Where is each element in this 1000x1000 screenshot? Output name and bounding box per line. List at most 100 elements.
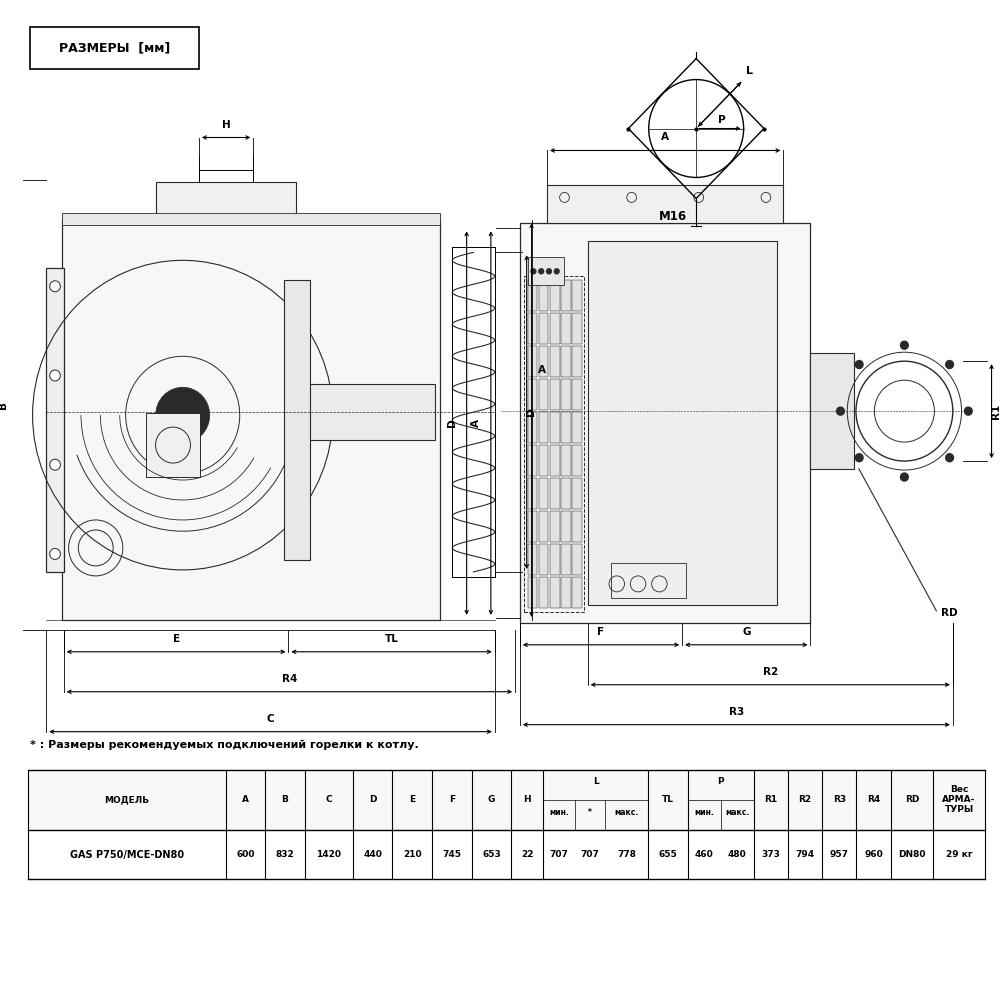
Text: 373: 373 xyxy=(762,850,780,859)
Text: 794: 794 xyxy=(796,850,815,859)
Text: GAS P750/MCE-DN80: GAS P750/MCE-DN80 xyxy=(70,850,184,860)
Text: РАЗМЕРЫ  [мм]: РАЗМЕРЫ [мм] xyxy=(59,41,170,54)
FancyBboxPatch shape xyxy=(539,412,548,443)
Text: A: A xyxy=(538,365,546,375)
Text: 745: 745 xyxy=(442,850,461,859)
FancyBboxPatch shape xyxy=(561,577,571,608)
FancyBboxPatch shape xyxy=(561,379,571,410)
FancyBboxPatch shape xyxy=(572,478,582,509)
Text: B: B xyxy=(282,795,288,804)
FancyBboxPatch shape xyxy=(561,346,571,377)
FancyBboxPatch shape xyxy=(539,511,548,542)
FancyBboxPatch shape xyxy=(572,544,582,575)
FancyBboxPatch shape xyxy=(528,379,537,410)
Text: H: H xyxy=(523,795,531,804)
Circle shape xyxy=(50,548,60,559)
Text: D: D xyxy=(369,795,376,804)
FancyBboxPatch shape xyxy=(528,257,564,285)
FancyBboxPatch shape xyxy=(528,544,537,575)
Text: TL: TL xyxy=(385,634,399,644)
Circle shape xyxy=(531,269,536,274)
FancyBboxPatch shape xyxy=(62,220,440,620)
Text: 832: 832 xyxy=(276,850,294,859)
Text: C: C xyxy=(326,795,332,804)
Text: R1: R1 xyxy=(764,795,778,804)
FancyBboxPatch shape xyxy=(550,346,560,377)
FancyBboxPatch shape xyxy=(62,213,440,225)
Text: RD: RD xyxy=(905,795,919,804)
FancyBboxPatch shape xyxy=(539,544,548,575)
Text: P: P xyxy=(717,777,724,786)
Text: R1: R1 xyxy=(991,403,1000,419)
Text: 778: 778 xyxy=(617,850,636,859)
Circle shape xyxy=(547,269,551,274)
FancyBboxPatch shape xyxy=(572,379,582,410)
Text: R3: R3 xyxy=(729,707,744,717)
Text: A: A xyxy=(242,795,249,804)
Text: R4: R4 xyxy=(867,795,880,804)
FancyBboxPatch shape xyxy=(550,478,560,509)
Text: 655: 655 xyxy=(658,850,677,859)
FancyBboxPatch shape xyxy=(561,445,571,476)
Text: R2: R2 xyxy=(799,795,812,804)
FancyBboxPatch shape xyxy=(539,379,548,410)
FancyBboxPatch shape xyxy=(528,511,537,542)
Text: 707: 707 xyxy=(581,850,600,859)
FancyBboxPatch shape xyxy=(539,577,548,608)
Text: G: G xyxy=(488,795,495,804)
Text: макс.: макс. xyxy=(725,808,749,817)
FancyBboxPatch shape xyxy=(30,27,199,69)
FancyBboxPatch shape xyxy=(28,770,985,830)
FancyBboxPatch shape xyxy=(528,313,537,344)
Text: M16: M16 xyxy=(659,210,687,223)
Circle shape xyxy=(50,370,60,381)
Circle shape xyxy=(901,473,908,481)
FancyBboxPatch shape xyxy=(528,577,537,608)
Circle shape xyxy=(156,387,210,443)
FancyBboxPatch shape xyxy=(46,268,64,572)
Text: R3: R3 xyxy=(833,795,846,804)
Text: *: * xyxy=(588,808,592,817)
FancyBboxPatch shape xyxy=(561,412,571,443)
FancyBboxPatch shape xyxy=(539,478,548,509)
Text: 957: 957 xyxy=(830,850,849,859)
Text: 1420: 1420 xyxy=(316,850,341,859)
Text: 707: 707 xyxy=(550,850,569,859)
FancyBboxPatch shape xyxy=(561,478,571,509)
Text: 460: 460 xyxy=(695,850,714,859)
FancyBboxPatch shape xyxy=(528,412,537,443)
Text: 29 кг: 29 кг xyxy=(946,850,972,859)
FancyBboxPatch shape xyxy=(550,577,560,608)
Text: RD: RD xyxy=(941,608,958,618)
Text: 440: 440 xyxy=(363,850,382,859)
FancyBboxPatch shape xyxy=(547,185,783,223)
FancyBboxPatch shape xyxy=(550,445,560,476)
FancyBboxPatch shape xyxy=(528,445,537,476)
FancyBboxPatch shape xyxy=(572,313,582,344)
FancyBboxPatch shape xyxy=(550,412,560,443)
Text: мин.: мин. xyxy=(694,808,714,817)
Text: 22: 22 xyxy=(521,850,533,859)
FancyBboxPatch shape xyxy=(561,511,571,542)
Text: L: L xyxy=(593,777,599,786)
Text: E: E xyxy=(409,795,415,804)
FancyBboxPatch shape xyxy=(550,280,560,311)
Text: B: B xyxy=(0,401,8,409)
FancyBboxPatch shape xyxy=(588,241,777,605)
Text: макс.: макс. xyxy=(615,808,639,817)
FancyBboxPatch shape xyxy=(550,511,560,542)
FancyBboxPatch shape xyxy=(550,544,560,575)
Text: F: F xyxy=(449,795,455,804)
FancyBboxPatch shape xyxy=(539,313,548,344)
Text: 480: 480 xyxy=(728,850,747,859)
Text: G: G xyxy=(742,627,751,637)
FancyBboxPatch shape xyxy=(561,544,571,575)
Text: R2: R2 xyxy=(763,667,778,677)
Circle shape xyxy=(554,269,559,274)
Text: Вес
АРМА-
ТУРЫ: Вес АРМА- ТУРЫ xyxy=(942,785,976,814)
FancyBboxPatch shape xyxy=(561,313,571,344)
FancyBboxPatch shape xyxy=(520,223,810,623)
FancyBboxPatch shape xyxy=(572,511,582,542)
FancyBboxPatch shape xyxy=(528,478,537,509)
Circle shape xyxy=(50,281,60,292)
